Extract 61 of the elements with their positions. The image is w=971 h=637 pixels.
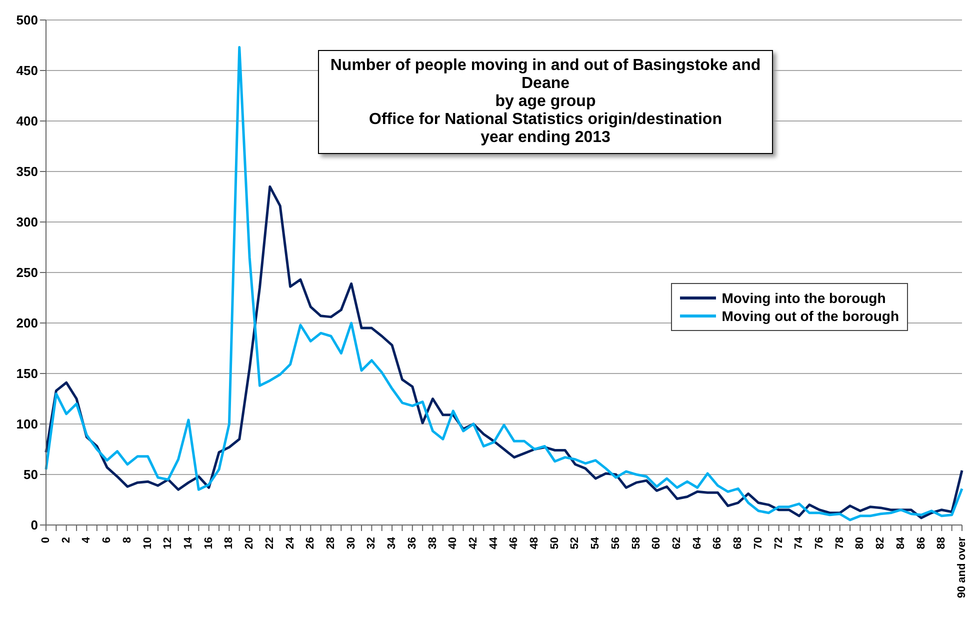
x-tick-label: 50 xyxy=(548,537,561,550)
y-tick-label: 50 xyxy=(24,467,38,482)
x-tick-label: 24 xyxy=(284,536,296,550)
x-tick-label: 10 xyxy=(142,537,154,550)
y-tick-label: 200 xyxy=(16,316,38,331)
x-tick-label: 14 xyxy=(182,536,194,550)
x-tick-label: 60 xyxy=(650,537,663,550)
x-tick-label: 68 xyxy=(732,537,744,550)
x-tick-label: 48 xyxy=(528,537,541,550)
x-tick-label: 54 xyxy=(590,536,602,550)
x-tick-label: 70 xyxy=(752,537,764,550)
x-tick-label: 84 xyxy=(894,536,907,550)
x-tick-label: 18 xyxy=(223,537,236,550)
x-tick-label: 88 xyxy=(936,537,948,550)
x-tick-label: 8 xyxy=(121,537,134,544)
x-tick-label: 34 xyxy=(386,536,398,550)
y-tick-label: 0 xyxy=(30,518,38,533)
x-tick-label: 22 xyxy=(264,537,276,550)
x-tick-label: 90 and over xyxy=(956,536,968,598)
y-tick-label: 150 xyxy=(16,366,38,382)
legend-label: Moving into the borough xyxy=(722,290,886,306)
y-tick-label: 300 xyxy=(16,214,38,230)
x-tick-label: 44 xyxy=(488,536,500,550)
x-tick-label: 86 xyxy=(915,537,928,550)
x-tick-label: 0 xyxy=(40,537,52,544)
x-tick-label: 12 xyxy=(162,537,174,550)
y-tick-label: 450 xyxy=(16,63,38,78)
x-tick-label: 36 xyxy=(406,537,418,550)
x-tick-label: 42 xyxy=(467,537,480,550)
x-tick-label: 38 xyxy=(426,537,439,550)
x-tick-label: 74 xyxy=(793,536,806,550)
x-tick-label: 58 xyxy=(630,537,642,550)
y-tick-label: 350 xyxy=(16,164,38,180)
x-tick-label: 64 xyxy=(691,536,704,550)
x-tick-label: 52 xyxy=(569,537,582,550)
y-tick-label: 500 xyxy=(16,12,38,28)
legend-label: Moving out of the borough xyxy=(722,308,899,324)
text: Number of people moving in and out of Basingstoke and Deane by age group Office for National Statistics origin/destination year ending 2013 xyxy=(318,50,773,154)
y-tick-label: 100 xyxy=(16,416,38,432)
x-tick-label: 6 xyxy=(101,537,114,544)
x-tick-label: 26 xyxy=(304,537,317,550)
x-tick-label: 28 xyxy=(324,537,337,550)
x-tick-label: 66 xyxy=(712,537,724,550)
x-tick-label: 20 xyxy=(244,537,256,550)
y-tick-label: 400 xyxy=(16,114,38,129)
y-tick-label: 250 xyxy=(16,265,38,280)
x-tick-label: 82 xyxy=(874,537,887,550)
x-tick-label: 72 xyxy=(772,537,785,550)
x-tick-label: 4 xyxy=(80,536,93,544)
x-tick-label: 16 xyxy=(202,537,215,550)
x-tick-label: 80 xyxy=(854,537,866,550)
x-tick-label: 2 xyxy=(60,537,72,544)
x-tick-label: 62 xyxy=(671,537,684,550)
x-tick-label: 76 xyxy=(814,537,826,550)
x-tick-label: 40 xyxy=(447,537,460,550)
x-tick-label: 78 xyxy=(834,537,846,550)
x-tick-label: 46 xyxy=(508,537,520,550)
x-tick-label: 32 xyxy=(366,537,378,550)
x-tick-label: 56 xyxy=(610,537,622,550)
x-tick-label: 30 xyxy=(345,537,358,550)
line-series xyxy=(44,46,964,522)
